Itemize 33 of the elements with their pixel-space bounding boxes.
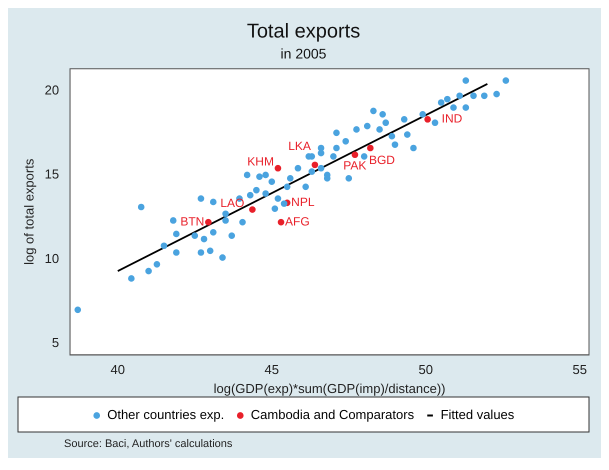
- x-axis-title: log(GDP(exp)*sum(GDP(imp)/distance)): [214, 380, 446, 396]
- y-tick-label: 20: [44, 82, 60, 98]
- point: [274, 164, 282, 172]
- legend-label: Cambodia and Comparators: [250, 407, 415, 422]
- y-axis-title: log of total exports: [21, 158, 36, 265]
- data-label: NPL: [291, 195, 315, 210]
- y-tick-label: 10: [44, 250, 60, 266]
- point: [424, 116, 431, 123]
- legend-label: Fitted values: [440, 407, 515, 422]
- data-label: AFG: [285, 214, 310, 228]
- data-label: BTN: [180, 214, 204, 228]
- x-tick-label: 45: [264, 362, 280, 378]
- data-label: BGD: [368, 153, 396, 168]
- x-tick-label: 40: [110, 362, 126, 378]
- y-tick-label: 5: [52, 335, 60, 350]
- chart-subtitle: in 2005: [280, 45, 327, 62]
- source-note: Source: Baci, Authors' calculations: [63, 437, 234, 452]
- x-tick-label: 50: [418, 362, 434, 378]
- point: [249, 206, 256, 213]
- point: [205, 218, 212, 226]
- data-label: LAO: [220, 196, 244, 210]
- data-label: LKA: [288, 139, 311, 154]
- y-tick-label: 15: [44, 166, 60, 182]
- legend-label: Other countries exp.: [107, 407, 224, 422]
- data-label: IND: [442, 112, 463, 126]
- point: [367, 144, 374, 152]
- chart-title: Total exports: [246, 20, 360, 43]
- point: [352, 151, 358, 158]
- data-label: KHM: [247, 154, 274, 169]
- point: [312, 162, 318, 168]
- point: [278, 218, 284, 226]
- data-label: PAK: [343, 158, 366, 172]
- x-tick-label: 55: [572, 362, 587, 378]
